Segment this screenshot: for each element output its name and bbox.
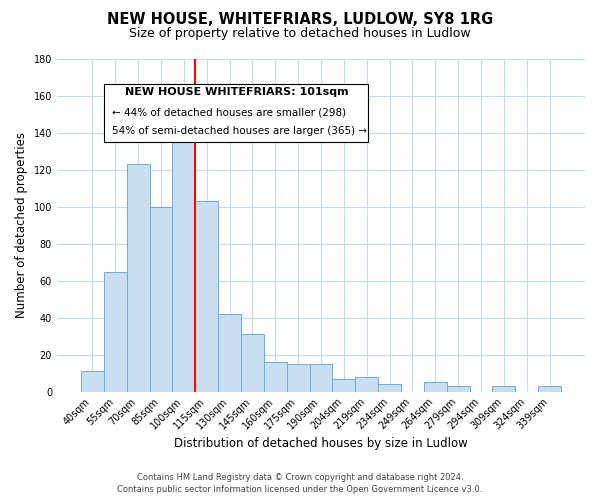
Bar bbox=[287, 364, 310, 392]
Bar bbox=[446, 386, 470, 392]
Bar bbox=[218, 314, 241, 392]
Bar bbox=[355, 377, 378, 392]
Bar bbox=[264, 362, 287, 392]
Bar bbox=[424, 382, 446, 392]
Bar bbox=[127, 164, 149, 392]
Bar bbox=[493, 386, 515, 392]
Text: Size of property relative to detached houses in Ludlow: Size of property relative to detached ho… bbox=[129, 28, 471, 40]
FancyBboxPatch shape bbox=[104, 84, 368, 142]
Text: ← 44% of detached houses are smaller (298): ← 44% of detached houses are smaller (29… bbox=[112, 107, 346, 117]
Y-axis label: Number of detached properties: Number of detached properties bbox=[15, 132, 28, 318]
Bar bbox=[378, 384, 401, 392]
Bar bbox=[241, 334, 264, 392]
Text: NEW HOUSE, WHITEFRIARS, LUDLOW, SY8 1RG: NEW HOUSE, WHITEFRIARS, LUDLOW, SY8 1RG bbox=[107, 12, 493, 28]
Bar bbox=[149, 207, 172, 392]
Bar bbox=[172, 142, 195, 392]
X-axis label: Distribution of detached houses by size in Ludlow: Distribution of detached houses by size … bbox=[174, 437, 468, 450]
Text: NEW HOUSE WHITEFRIARS: 101sqm: NEW HOUSE WHITEFRIARS: 101sqm bbox=[125, 88, 348, 98]
Bar bbox=[81, 372, 104, 392]
Text: Contains HM Land Registry data © Crown copyright and database right 2024.
Contai: Contains HM Land Registry data © Crown c… bbox=[118, 472, 482, 494]
Bar bbox=[332, 378, 355, 392]
Text: 54% of semi-detached houses are larger (365) →: 54% of semi-detached houses are larger (… bbox=[112, 126, 367, 136]
Bar bbox=[310, 364, 332, 392]
Bar bbox=[195, 202, 218, 392]
Bar bbox=[538, 386, 561, 392]
Bar bbox=[104, 272, 127, 392]
